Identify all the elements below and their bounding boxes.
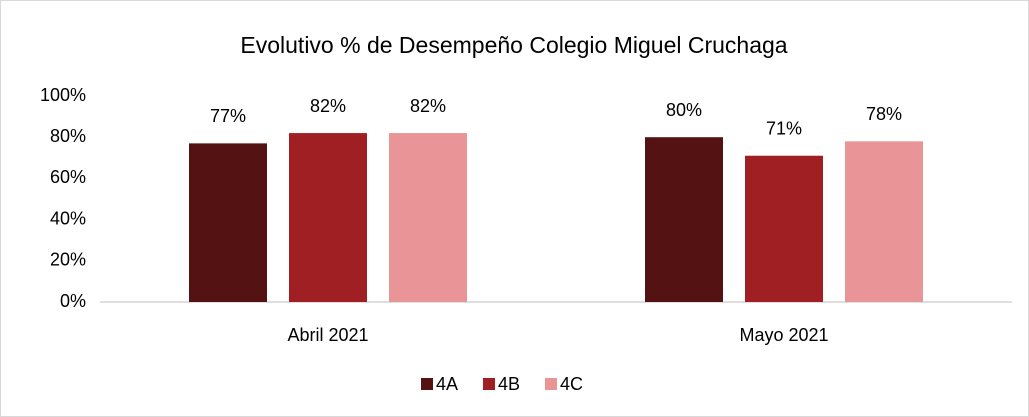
legend-label: 4B — [498, 374, 520, 394]
bar — [289, 133, 367, 302]
legend-swatch — [421, 378, 433, 390]
bar — [389, 133, 467, 302]
data-label: 80% — [666, 100, 702, 120]
bar — [645, 137, 723, 302]
data-label: 78% — [866, 104, 902, 124]
x-tick-label: Mayo 2021 — [739, 325, 828, 345]
y-tick-label: 20% — [50, 250, 86, 270]
y-tick-label: 100% — [40, 85, 86, 105]
legend-swatch — [483, 378, 495, 390]
data-label: 82% — [410, 96, 446, 116]
data-label: 71% — [766, 118, 802, 138]
legend-label: 4C — [560, 374, 583, 394]
bar — [845, 141, 923, 302]
y-tick-label: 80% — [50, 126, 86, 146]
data-label: 82% — [310, 96, 346, 116]
chart-title: Evolutivo % de Desempeño Colegio Miguel … — [240, 32, 787, 58]
bar — [745, 155, 823, 302]
bar — [189, 143, 267, 302]
legend-label: 4A — [436, 374, 458, 394]
y-tick-label: 40% — [50, 208, 86, 228]
x-tick-label: Abril 2021 — [287, 325, 368, 345]
y-tick-label: 0% — [60, 291, 86, 311]
legend-swatch — [545, 378, 557, 390]
y-tick-label: 60% — [50, 167, 86, 187]
data-label: 77% — [210, 106, 246, 126]
